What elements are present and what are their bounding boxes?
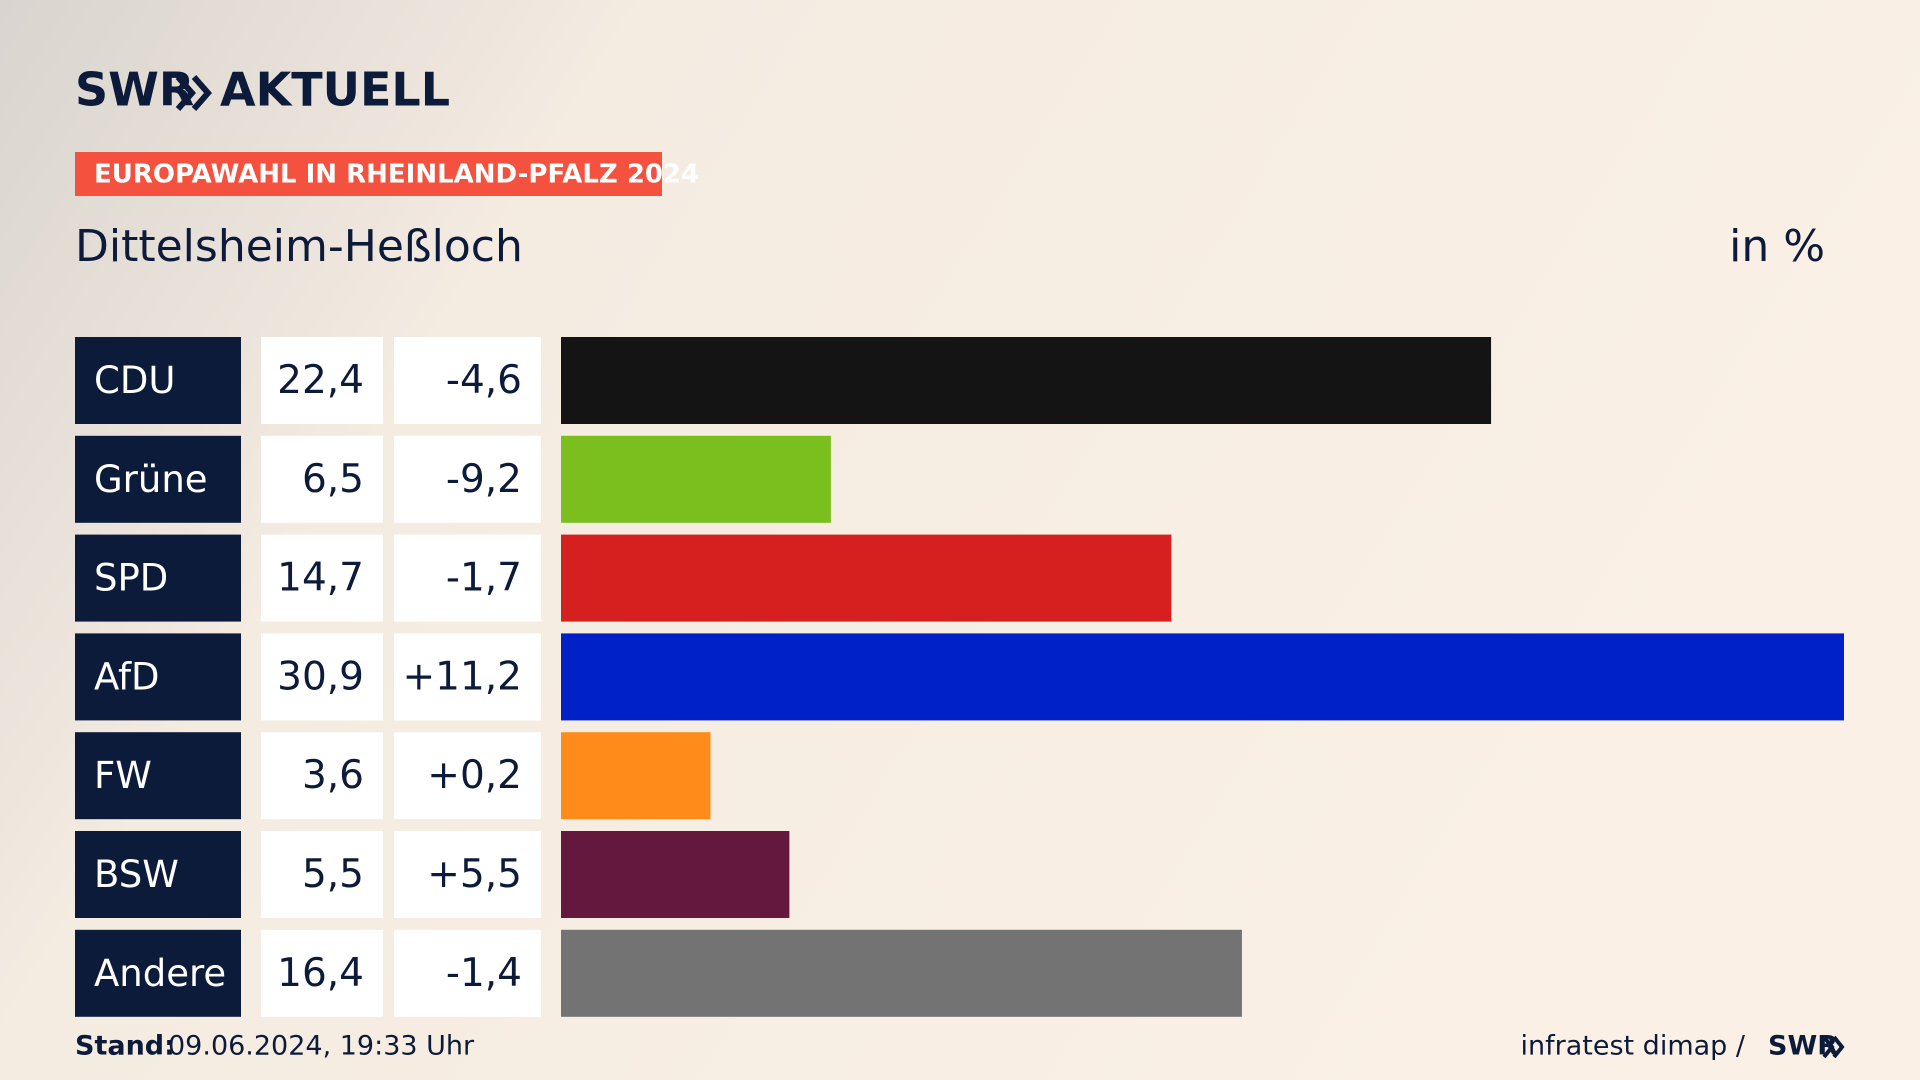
party-label: Grüne	[94, 458, 208, 501]
party-label: FW	[94, 754, 152, 797]
bar	[561, 435, 831, 523]
brand-chevrons	[175, 75, 212, 111]
bar	[561, 831, 790, 918]
party-box	[75, 534, 241, 622]
party-box	[75, 831, 241, 918]
bar	[561, 633, 1844, 721]
party-label: SPD	[94, 557, 168, 600]
party-label: AfD	[94, 655, 160, 698]
brand-suffix: AKTUELL	[220, 63, 450, 117]
party-label: BSW	[94, 853, 179, 896]
party-box	[75, 435, 241, 523]
value-box	[261, 831, 383, 918]
bar	[561, 534, 1172, 622]
subtitle-badge	[75, 152, 662, 196]
change-box	[394, 534, 541, 622]
change-label: -1,7	[446, 556, 522, 601]
value-label: 3,6	[302, 753, 364, 798]
change-box	[394, 732, 541, 820]
brand: SWR	[75, 63, 194, 117]
chart-title: Dittelsheim-Heßloch	[75, 221, 523, 272]
value-label: 22,4	[277, 358, 364, 403]
bar	[561, 929, 1242, 1017]
change-label: -1,4	[446, 951, 522, 996]
value-label: 30,9	[277, 654, 364, 699]
change-label: -4,6	[446, 358, 522, 403]
change-label: +5,5	[427, 852, 522, 897]
unit-label: in %	[1729, 221, 1825, 272]
value-label: 16,4	[277, 951, 364, 996]
party-box	[75, 929, 241, 1017]
value-label: 5,5	[302, 852, 364, 897]
subtitle: EUROPAWAHL IN RHEINLAND-PFALZ 2024	[94, 160, 699, 190]
party-box	[75, 732, 241, 820]
value-box	[261, 435, 383, 523]
value-box	[261, 337, 383, 424]
change-box	[394, 435, 541, 523]
value-box	[261, 732, 383, 820]
party-box	[75, 337, 241, 424]
value-box	[261, 534, 383, 622]
change-label: +0,2	[427, 753, 522, 798]
change-box	[394, 337, 541, 424]
source-chevrons	[1822, 1035, 1845, 1059]
bar	[561, 732, 711, 820]
change-label: +11,2	[402, 654, 522, 699]
value-box	[261, 633, 383, 721]
change-box	[394, 929, 541, 1017]
source-brand: SWR	[1768, 1031, 1838, 1062]
party-label: CDU	[94, 359, 175, 402]
change-box	[394, 831, 541, 918]
value-label: 14,7	[277, 556, 364, 601]
value-label: 6,5	[302, 457, 364, 502]
change-label: -9,2	[446, 457, 522, 502]
value-box	[261, 929, 383, 1017]
footer-date: 09.06.2024, 19:33 Uhr	[168, 1031, 475, 1062]
party-box	[75, 633, 241, 721]
bar	[561, 337, 1492, 424]
party-label: Andere	[94, 952, 226, 995]
change-box	[394, 633, 541, 721]
footer-label: Stand:	[75, 1031, 175, 1062]
source: infratest dimap /	[1520, 1031, 1745, 1062]
